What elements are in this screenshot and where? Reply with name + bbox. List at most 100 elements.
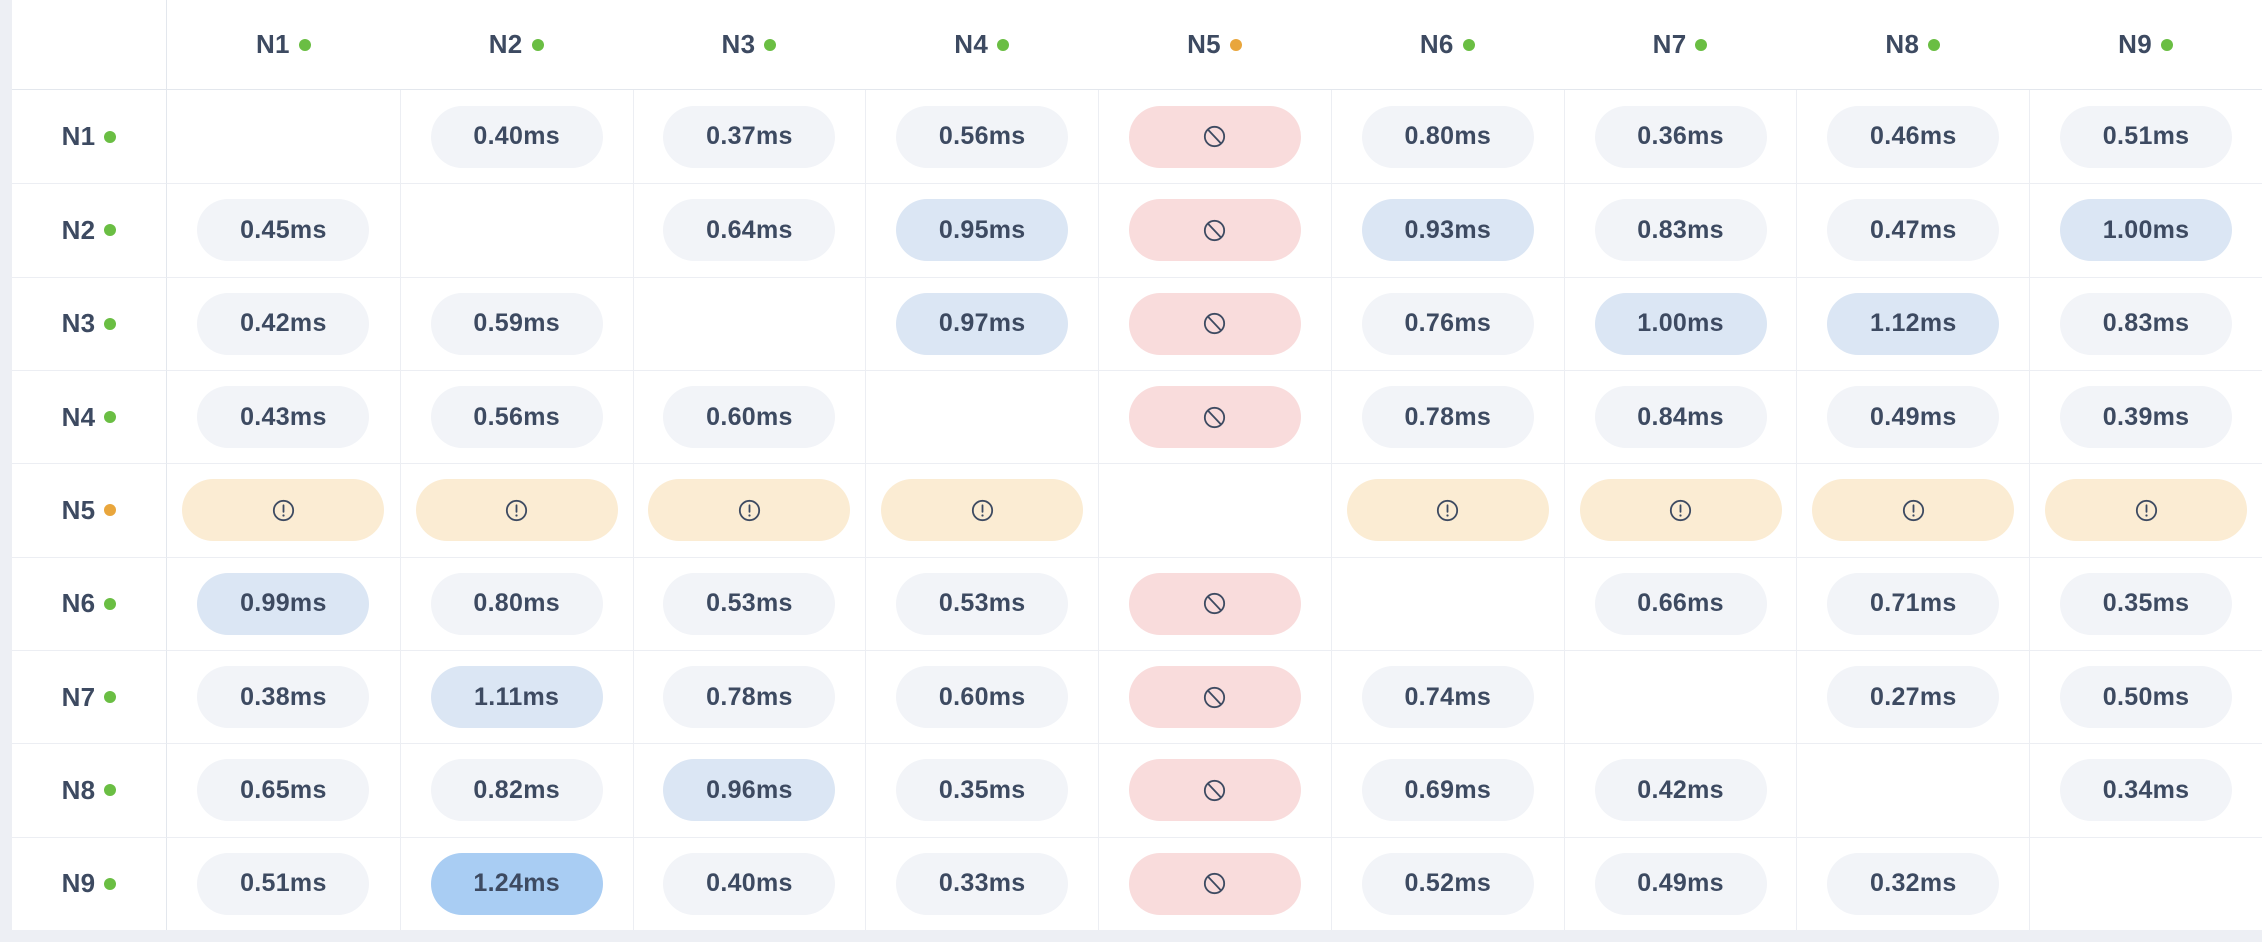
latency-pill[interactable]: 0.42ms (197, 292, 370, 355)
latency-pill[interactable]: 0.93ms (1361, 199, 1534, 262)
blocked-pill[interactable] (1128, 105, 1301, 168)
latency-pill[interactable]: 0.47ms (1827, 199, 2000, 262)
latency-pill[interactable]: 0.42ms (1594, 759, 1767, 822)
row-label: N5 (61, 494, 96, 525)
latency-pill[interactable]: 1.12ms (1827, 292, 2000, 355)
column-header-n2: N2 (399, 0, 633, 90)
latency-pill[interactable]: 0.95ms (896, 199, 1069, 262)
blocked-pill[interactable] (1128, 666, 1301, 729)
warning-pill[interactable] (182, 479, 385, 542)
latency-pill[interactable]: 0.80ms (430, 572, 603, 635)
warning-pill[interactable] (648, 479, 851, 542)
cell-n5-n8 (1796, 463, 2030, 557)
cell-n2-n8: 0.47ms (1796, 183, 2030, 277)
cell-n9-n3: 0.40ms (632, 836, 866, 930)
blocked-pill[interactable] (1128, 386, 1301, 449)
latency-pill[interactable]: 0.56ms (896, 105, 1069, 168)
latency-pill[interactable]: 0.49ms (1827, 386, 2000, 449)
warning-pill[interactable] (415, 479, 618, 542)
latency-pill[interactable]: 0.27ms (1827, 666, 2000, 729)
latency-pill[interactable]: 0.76ms (1361, 292, 1534, 355)
latency-pill[interactable]: 0.34ms (2060, 759, 2233, 822)
latency-pill[interactable]: 0.52ms (1361, 852, 1534, 915)
column-header-n6: N6 (1330, 0, 1564, 90)
cell-n8-n9: 0.34ms (2029, 743, 2262, 837)
blocked-pill[interactable] (1128, 852, 1301, 915)
row-header-n8: N8 (12, 743, 167, 837)
latency-pill[interactable]: 0.64ms (663, 199, 836, 262)
warning-pill[interactable] (1346, 479, 1549, 542)
latency-pill[interactable]: 0.82ms (430, 759, 603, 822)
latency-pill[interactable]: 0.66ms (1594, 572, 1767, 635)
latency-pill[interactable]: 0.51ms (197, 852, 370, 915)
latency-pill[interactable]: 0.69ms (1361, 759, 1534, 822)
latency-pill[interactable]: 0.97ms (896, 292, 1069, 355)
latency-pill[interactable]: 0.39ms (2060, 386, 2233, 449)
warning-pill[interactable] (2045, 479, 2248, 542)
latency-pill[interactable]: 0.33ms (896, 852, 1069, 915)
warning-pill[interactable] (1812, 479, 2015, 542)
latency-pill[interactable]: 0.78ms (663, 666, 836, 729)
latency-pill[interactable]: 1.00ms (1594, 292, 1767, 355)
latency-pill[interactable]: 0.43ms (197, 386, 370, 449)
cell-n2-n5 (1098, 183, 1331, 277)
status-dot-online (1928, 38, 1941, 51)
latency-pill[interactable]: 0.65ms (197, 759, 370, 822)
cell-n4-n9: 0.39ms (2029, 370, 2262, 464)
blocked-pill[interactable] (1128, 292, 1301, 355)
latency-pill[interactable]: 0.71ms (1827, 572, 2000, 635)
latency-pill[interactable]: 1.11ms (430, 666, 603, 729)
column-label: N8 (1885, 29, 1920, 59)
latency-pill[interactable]: 0.83ms (1594, 199, 1767, 262)
latency-pill[interactable]: 0.51ms (2060, 105, 2233, 168)
cell-n2-n3: 0.64ms (632, 183, 866, 277)
latency-pill[interactable]: 0.40ms (430, 105, 603, 168)
alert-circle-icon (503, 497, 530, 524)
status-dot-warning (1229, 38, 1242, 51)
latency-pill[interactable]: 1.00ms (2060, 199, 2233, 262)
cell-n1-n5 (1098, 90, 1331, 184)
latency-pill[interactable]: 0.53ms (896, 572, 1069, 635)
latency-pill[interactable]: 0.60ms (896, 666, 1069, 729)
latency-pill[interactable]: 0.99ms (197, 572, 370, 635)
latency-pill[interactable]: 0.50ms (2060, 666, 2233, 729)
latency-pill[interactable]: 0.40ms (663, 852, 836, 915)
row-label: N4 (61, 401, 96, 432)
latency-pill[interactable]: 0.56ms (430, 386, 603, 449)
latency-pill[interactable]: 0.83ms (2060, 292, 2233, 355)
latency-pill[interactable]: 0.46ms (1827, 105, 2000, 168)
cell-n3-n4: 0.97ms (865, 276, 1099, 370)
latency-pill[interactable]: 0.38ms (197, 666, 370, 729)
corner-cell (12, 0, 167, 90)
blocked-pill[interactable] (1128, 199, 1301, 262)
latency-pill[interactable]: 0.45ms (197, 199, 370, 262)
latency-pill[interactable]: 0.37ms (663, 105, 836, 168)
cell-n9-n1: 0.51ms (167, 836, 400, 930)
latency-pill[interactable]: 0.84ms (1594, 386, 1767, 449)
latency-pill[interactable]: 0.80ms (1361, 105, 1534, 168)
latency-pill[interactable]: 0.49ms (1594, 852, 1767, 915)
latency-pill[interactable]: 0.74ms (1361, 666, 1534, 729)
cell-n6-n1: 0.99ms (167, 556, 400, 650)
latency-pill[interactable]: 0.36ms (1594, 105, 1767, 168)
latency-pill[interactable]: 1.24ms (430, 852, 603, 915)
column-label: N3 (721, 29, 756, 59)
circle-slash-icon (1201, 777, 1228, 804)
blocked-pill[interactable] (1128, 759, 1301, 822)
warning-pill[interactable] (1579, 479, 1782, 542)
alert-circle-icon (736, 497, 763, 524)
latency-pill[interactable]: 0.60ms (663, 386, 836, 449)
latency-pill[interactable]: 0.35ms (2060, 572, 2233, 635)
cell-n5-n4 (865, 463, 1099, 557)
cell-n9-n4: 0.33ms (865, 836, 1099, 930)
latency-pill[interactable]: 0.59ms (430, 292, 603, 355)
latency-pill[interactable]: 0.53ms (663, 572, 836, 635)
latency-pill[interactable]: 0.32ms (1827, 852, 2000, 915)
latency-pill[interactable]: 0.96ms (663, 759, 836, 822)
circle-slash-icon (1201, 870, 1228, 897)
latency-pill[interactable]: 0.35ms (896, 759, 1069, 822)
cell-n7-n7 (1563, 650, 1797, 744)
latency-pill[interactable]: 0.78ms (1361, 386, 1534, 449)
warning-pill[interactable] (881, 479, 1084, 542)
blocked-pill[interactable] (1128, 572, 1301, 635)
